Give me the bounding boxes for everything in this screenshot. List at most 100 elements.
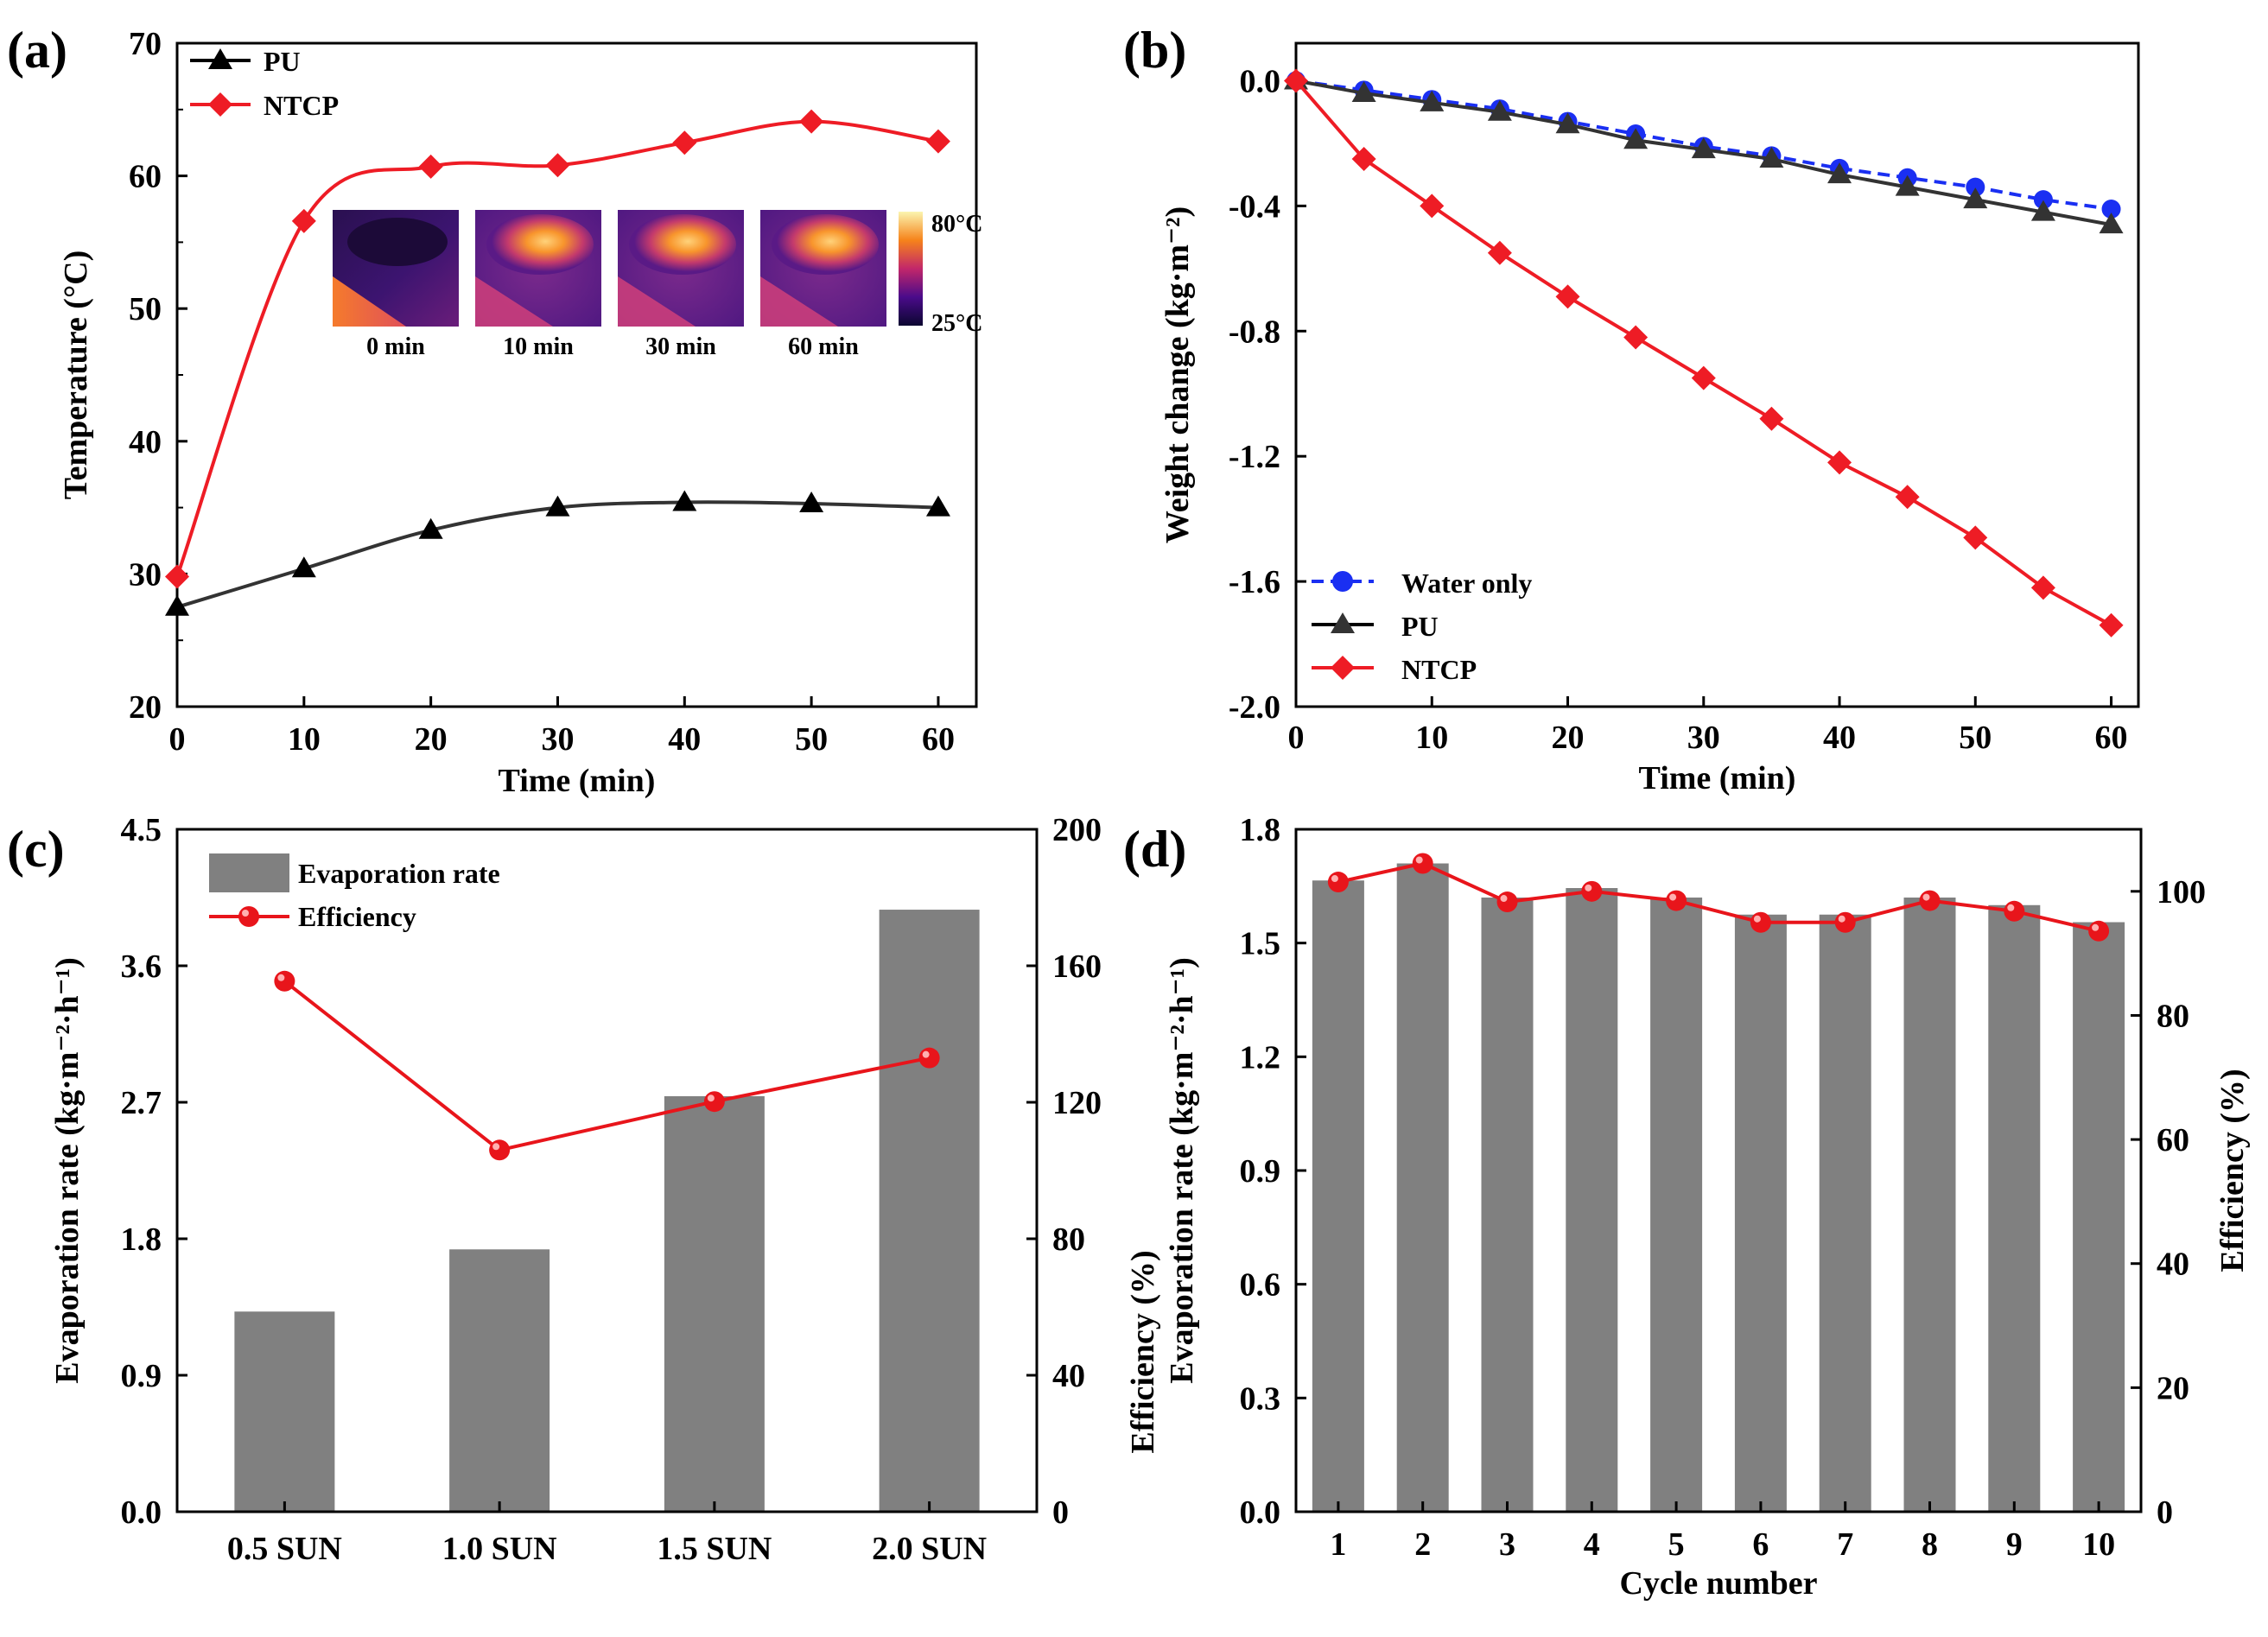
- data-point-ntcp: [1827, 450, 1852, 475]
- bar-swatch-icon: [209, 853, 289, 892]
- bar-cycle-7: [1819, 914, 1871, 1512]
- data-point-ntcp: [672, 130, 697, 155]
- thermal-label-30min: 30 min: [645, 333, 716, 360]
- bar-cycle-9: [1988, 904, 2041, 1512]
- x-tick-label: 30: [1687, 720, 1720, 756]
- data-point-ntcp: [1623, 325, 1649, 350]
- legend-label-evaporation-rate: Evaporation rate: [298, 858, 500, 889]
- data-point-water-only: [1966, 177, 1985, 197]
- data-point-pu: [1487, 99, 1512, 121]
- data-point-pu: [1759, 147, 1784, 168]
- x-tick-label: 6: [1752, 1526, 1769, 1563]
- panel-b-weight-change-chart: (b) 0 10 20 30 40 50 60 0.0 -0.4 -0.8 -1.2 -1.6 -2.0…: [1123, 22, 2140, 796]
- x-tick-label: 9: [2006, 1526, 2023, 1563]
- y2-tick-label: 100: [2157, 874, 2206, 911]
- data-point-pu: [1691, 137, 1716, 159]
- y-tick-label: 0.0: [1240, 1494, 1281, 1531]
- y-tick-label: 1.8: [1240, 812, 1281, 848]
- panel-c-label: (c): [7, 821, 65, 878]
- y2-tick-label: 80: [1052, 1221, 1085, 1258]
- y-tick-label: 0.0: [121, 1494, 162, 1531]
- x-tick-label: 1: [1330, 1526, 1346, 1563]
- y-tick-label: 2.7: [121, 1085, 162, 1121]
- data-point-efficiency-highlight: [922, 1050, 930, 1058]
- data-point-ntcp: [1555, 284, 1580, 309]
- thermal-image-60min: 60 min: [760, 210, 886, 360]
- panel-b-legend: Water only PU NTCP: [1312, 568, 1532, 685]
- y2-tick-label: 40: [2157, 1247, 2189, 1283]
- panel-c-evaporation-bar-chart: (c) 0.5 SUN 1.0 SUN 1.5 SUN 2.0 SUN 0.0 0.9 1.…: [7, 812, 1102, 1567]
- legend-label-ntcp: NTCP: [1401, 654, 1477, 685]
- data-point-efficiency: [1919, 890, 1941, 911]
- thermal-label-60min: 60 min: [788, 333, 859, 360]
- y2-tick-label: 160: [1052, 949, 1102, 985]
- thermal-label-0min: 0 min: [366, 333, 425, 360]
- x-tick-label: 8: [1922, 1526, 1938, 1563]
- y-tick-label: 0.0: [1240, 63, 1281, 99]
- data-point-efficiency: [1496, 891, 1518, 913]
- panel-d-cycle-stability-chart: (d) 1 2 3 4 5 6 7 8 9 10 0.0 0.3 0.6 0.9 1.2 1.5 1.8 0 20 4…: [1123, 812, 2251, 1602]
- panel-d-x-axis-label: Cycle number: [1619, 1565, 1817, 1602]
- bar-cycle-3: [1481, 898, 1534, 1512]
- data-point-pu: [1623, 128, 1649, 149]
- data-point-ntcp: [1420, 194, 1445, 219]
- data-point-pu: [2030, 200, 2055, 221]
- x-tick-label: 50: [795, 721, 828, 758]
- x-tick-label: 7: [1837, 1526, 1853, 1563]
- panel-b-x-axis-label: Time (min): [1639, 760, 1796, 796]
- x-tick-label: 10: [1415, 720, 1448, 756]
- data-point-efficiency: [2004, 900, 2025, 922]
- data-point-ntcp: [1759, 406, 1784, 431]
- data-point-ntcp: [1895, 485, 1920, 510]
- y-tick-label: -1.2: [1229, 439, 1280, 475]
- y2-tick-label: 120: [1052, 1085, 1102, 1121]
- data-point-efficiency: [1327, 872, 1349, 893]
- data-point-efficiency-highlight: [277, 974, 285, 981]
- panel-d-y-axis-overlapping-label: Efficiency (%): [1125, 1250, 1161, 1453]
- data-point-efficiency: [1834, 911, 1856, 933]
- data-point-efficiency-highlight: [492, 1143, 500, 1151]
- x-tick-label: 1.0 SUN: [442, 1531, 557, 1567]
- panel-d-label: (d): [1123, 821, 1186, 878]
- legend-item-efficiency: Efficiency: [209, 901, 416, 932]
- y-tick-label: 1.5: [1240, 926, 1281, 962]
- y2-tick-label: 20: [2157, 1370, 2189, 1406]
- legend-item-ntcp: NTCP: [1312, 654, 1477, 685]
- bar-2-0-sun: [879, 910, 980, 1512]
- data-point-efficiency: [918, 1047, 940, 1069]
- y2-tick-label: 0: [1052, 1494, 1069, 1531]
- y2-tick-label: 40: [1052, 1358, 1085, 1394]
- data-point-pu: [925, 495, 950, 517]
- panel-d-y-axis-label: Evaporation rate (kg·m⁻²·h⁻¹): [1164, 957, 1200, 1384]
- data-point-efficiency: [703, 1091, 725, 1113]
- y-tick-label: -0.4: [1229, 188, 1280, 225]
- x-tick-label: 4: [1584, 1526, 1600, 1563]
- legend-label-pu: PU: [1401, 611, 1439, 642]
- diamond-marker-icon: [1331, 656, 1355, 680]
- data-point-efficiency-highlight: [1922, 893, 1930, 901]
- colorbar-max-label: 80°C: [931, 211, 982, 238]
- bar-cycle-8: [1903, 898, 1956, 1512]
- panel-b-plot-area: 0 10 20 30 40 50 60 0.0 -0.4 -0.8 -1.2 -1.6 -2.0: [1229, 41, 2140, 756]
- bar-cycle-4: [1566, 888, 1618, 1512]
- thermal-image-0min: 0 min: [333, 210, 459, 360]
- thermal-image-30min: 30 min: [618, 210, 744, 360]
- data-point-pu: [1420, 90, 1445, 111]
- bar-cycle-10: [2073, 922, 2125, 1512]
- bar-cycle-6: [1734, 914, 1787, 1512]
- y-tick-label: 20: [129, 689, 162, 726]
- panel-a-plot-area: 0 10 20 30 40 50 60 20 30 40 50 60 70: [129, 26, 978, 758]
- bar-cycle-5: [1650, 898, 1703, 1512]
- x-tick-label: 2: [1414, 1526, 1431, 1563]
- data-point-efficiency-highlight: [1669, 893, 1677, 901]
- data-point-pu: [1895, 174, 1920, 196]
- y2-tick-label: 0: [2157, 1494, 2173, 1531]
- series-line-ntcp: [1294, 79, 2112, 627]
- bar-1-5-sun: [664, 1095, 765, 1512]
- y-tick-label: 1.2: [1240, 1039, 1281, 1075]
- y-tick-label: -0.8: [1229, 314, 1280, 350]
- y-tick-label: 30: [129, 556, 162, 593]
- x-tick-label: 0: [1288, 720, 1305, 756]
- series-line-efficiency: [1337, 861, 2100, 933]
